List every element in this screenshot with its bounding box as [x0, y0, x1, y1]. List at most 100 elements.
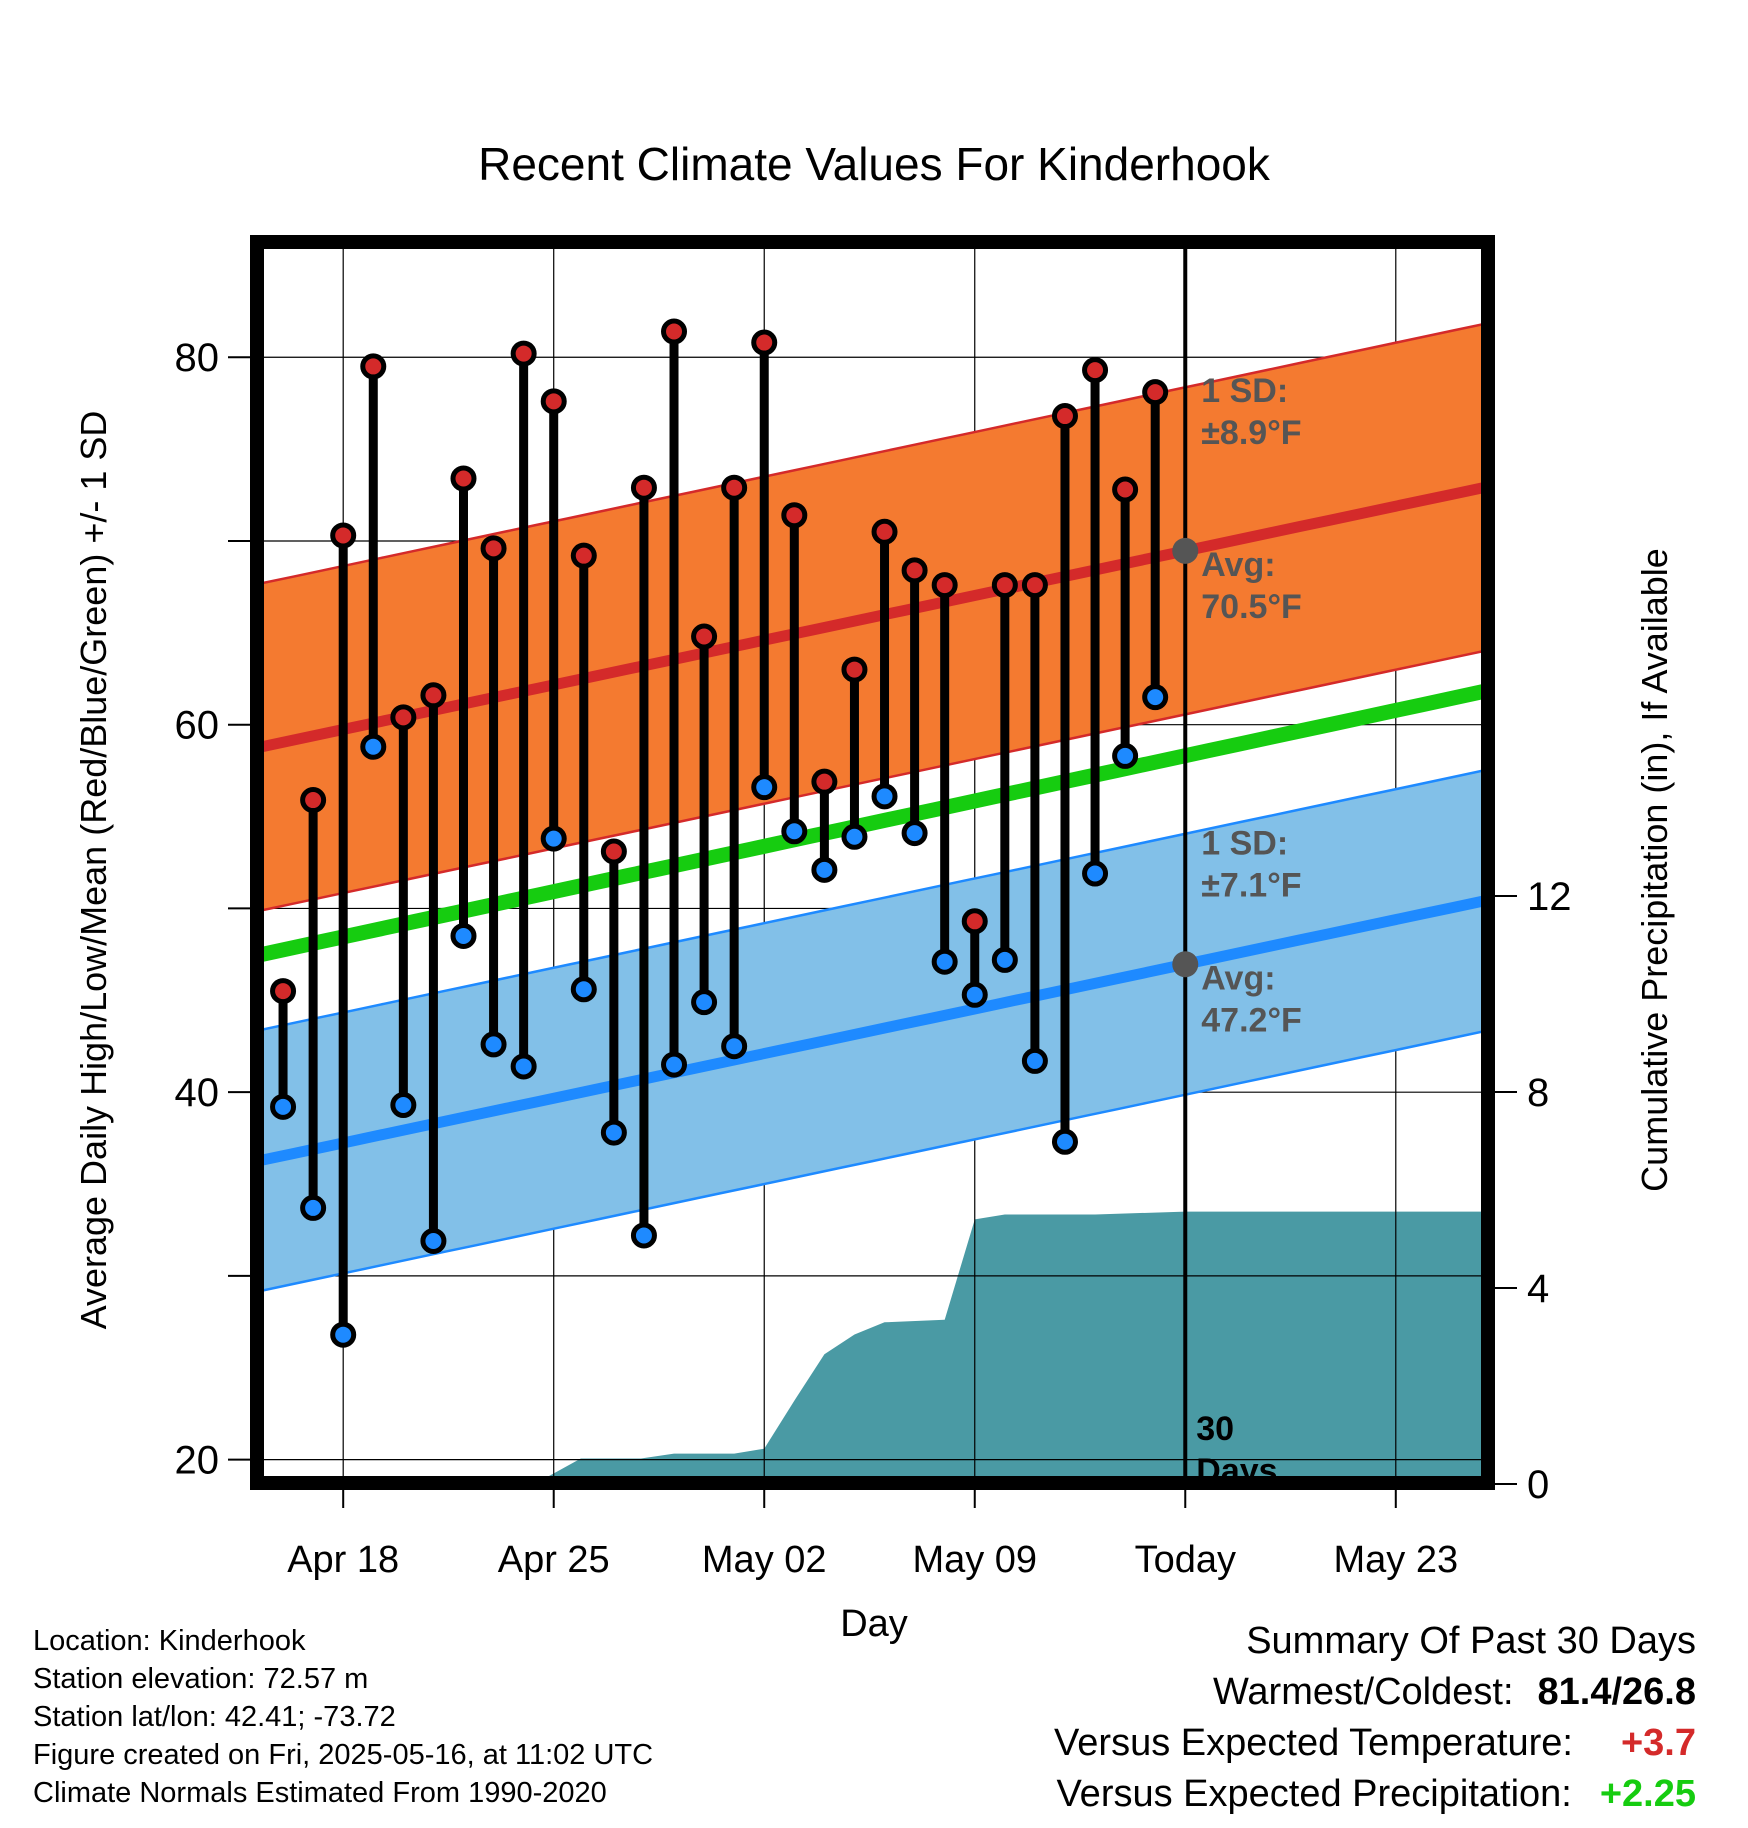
daily-low-point: [721, 1033, 748, 1060]
x-axis-label: Day: [840, 1603, 908, 1645]
low-sd-upper: [262, 769, 1483, 1031]
daily-low-point: [811, 856, 838, 883]
daily-low-point: [1112, 742, 1139, 769]
plot-frame: [250, 235, 1495, 1490]
daily-high-point: [330, 522, 357, 549]
daily-high-point: [901, 557, 928, 584]
daily-high-point: [480, 535, 507, 562]
daily-high-point: [1112, 476, 1139, 503]
summary-precip: Versus Expected Precipitation: +2.25: [1056, 1773, 1696, 1816]
daily-low-point: [570, 976, 597, 1003]
summary-title: Summary Of Past 30 Days: [1246, 1620, 1696, 1662]
daily-high-point: [390, 704, 417, 731]
daily-high-point: [600, 838, 627, 865]
daily-low-point: [360, 733, 387, 760]
daily-low-point: [300, 1194, 327, 1221]
y2-tick-label: 12: [1527, 875, 1572, 919]
warm-cold-value: 81.4/26.8: [1537, 1671, 1696, 1713]
high-sd-annotation: 1 SD: ±8.9°F: [1201, 372, 1301, 452]
daily-low-point: [270, 1093, 297, 1120]
plot-body: 1 SD: ±8.9°F Avg: 70.5°F 1 SD: ±7.1°F Avg: 47.2…: [262, 247, 1483, 1490]
precip-area: [496, 1211, 1483, 1478]
daily-high-point: [811, 768, 838, 795]
daily-low-point: [330, 1321, 357, 1348]
daily-high-point: [1021, 572, 1048, 599]
daily-low-point: [1051, 1128, 1078, 1155]
daily-high-point: [661, 318, 688, 345]
daily-high-point: [961, 908, 988, 935]
x-tick-label: May 09: [912, 1539, 1037, 1581]
summary-warm-cold: Warmest/Coldest: 81.4/26.8: [1213, 1671, 1696, 1714]
daily-low-point: [510, 1053, 537, 1080]
daily-high-point: [540, 388, 567, 415]
daily-high-point: [570, 542, 597, 569]
daily-low-point: [991, 946, 1018, 973]
low-sd-annotation: 1 SD: ±7.1°F: [1201, 825, 1301, 905]
daily-high-point: [510, 340, 537, 367]
normal-low-line: [262, 895, 1483, 1166]
daily-low-point: [1021, 1047, 1048, 1074]
temp-label: Versus Expected Temperature:: [1054, 1722, 1573, 1764]
x-tick-label: May 23: [1333, 1539, 1458, 1581]
plot-area: 1 SD: ±8.9°F Avg: 70.5°F 1 SD: ±7.1°F Avg: 47.2…: [175, 235, 1572, 1581]
chart-title: Recent Climate Values For Kinderhook: [478, 138, 1271, 190]
daily-low-point: [931, 948, 958, 975]
daily-low-point: [540, 825, 567, 852]
info-location: Location: Kinderhook: [33, 1625, 306, 1657]
daily-high-point: [751, 329, 778, 356]
daily-high-point: [420, 682, 447, 709]
y2-axis-label: Cumulative Precipitation (in), If Availa…: [1634, 548, 1675, 1192]
daily-high-point: [841, 656, 868, 683]
low-avg-annotation: Avg: 47.2°F: [1201, 959, 1302, 1039]
daily-high-point: [871, 518, 898, 545]
daily-low-point: [901, 820, 928, 847]
daily-high-point: [991, 572, 1018, 599]
low-sd-lower: [262, 1030, 1483, 1292]
y-axis-label: Average Daily High/Low/Mean (Red/Blue/Gr…: [73, 411, 114, 1330]
today-low-avg-dot: [1172, 951, 1199, 978]
daily-high-point: [630, 474, 657, 501]
info-normals: Climate Normals Estimated From 1990-2020: [33, 1777, 607, 1809]
y-tick-label: 60: [175, 704, 220, 748]
summary-temp: Versus Expected Temperature: +3.7: [1054, 1722, 1696, 1765]
daily-high-point: [781, 502, 808, 529]
daily-low-point: [450, 922, 477, 949]
today-days-label: 30 Days: [1196, 1410, 1277, 1490]
y2-tick-label: 8: [1527, 1071, 1549, 1115]
daily-low-point: [480, 1031, 507, 1058]
x-tick-label: Apr 25: [498, 1539, 610, 1581]
daily-high-point: [721, 474, 748, 501]
daily-low-point: [871, 783, 898, 810]
daily-low-point: [781, 818, 808, 845]
info-latlon: Station lat/lon: 42.41; -73.72: [33, 1701, 396, 1733]
daily-low-point: [961, 981, 988, 1008]
y-tick-label: 40: [175, 1071, 220, 1115]
daily-high-point: [1142, 379, 1169, 406]
y-tick-label: 80: [175, 336, 220, 380]
high-avg-annotation: Avg: 70.5°F: [1201, 546, 1302, 626]
daily-low-point: [390, 1092, 417, 1119]
precip-value: +2.25: [1599, 1773, 1696, 1815]
y2-tick-label: 4: [1527, 1267, 1549, 1311]
daily-low-point: [751, 774, 778, 801]
daily-low-point: [1082, 860, 1109, 887]
x-tick-label: Apr 18: [287, 1539, 399, 1581]
temp-value: +3.7: [1620, 1722, 1696, 1764]
daily-high-point: [300, 787, 327, 814]
daily-high-point: [270, 978, 297, 1005]
precip-label: Versus Expected Precipitation:: [1056, 1773, 1572, 1815]
x-tick-label: Today: [1135, 1539, 1236, 1581]
daily-high-point: [450, 465, 477, 492]
daily-high-point: [931, 572, 958, 599]
daily-high-point: [1051, 403, 1078, 430]
daily-low-point: [600, 1119, 627, 1146]
daily-high-point: [1082, 357, 1109, 384]
info-elevation: Station elevation: 72.57 m: [33, 1663, 369, 1695]
warm-cold-label: Warmest/Coldest:: [1212, 1671, 1514, 1713]
daily-low-point: [661, 1051, 688, 1078]
x-tick-label: May 02: [702, 1539, 827, 1581]
info-created: Figure created on Fri, 2025-05-16, at 11…: [33, 1739, 654, 1771]
y-tick-label: 20: [175, 1439, 220, 1483]
daily-low-point: [420, 1227, 447, 1254]
